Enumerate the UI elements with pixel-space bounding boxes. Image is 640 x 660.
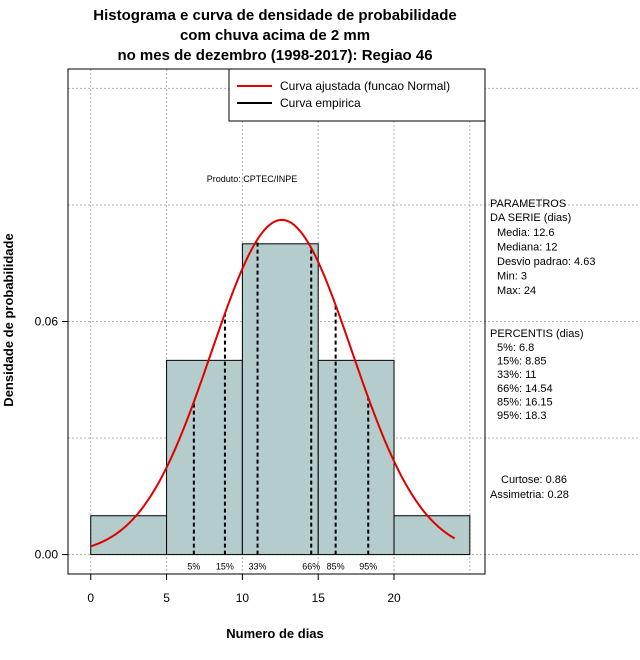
histogram-bars bbox=[90, 243, 471, 556]
percentile-label: 15% bbox=[216, 562, 234, 572]
y-axis-title: Densidade de probabilidade bbox=[1, 233, 16, 406]
percentile-label: 66% bbox=[302, 562, 320, 572]
histogram-bar bbox=[166, 359, 243, 556]
legend-box bbox=[228, 68, 486, 122]
side-panel: PARAMETROS DA SERIE (dias) Media: 12.6 Medi… bbox=[490, 198, 595, 501]
param-value: Desvio padrao: 4.63 bbox=[497, 256, 595, 268]
percentile-label: 85% bbox=[327, 562, 345, 572]
percentile-value: 85%: 16.15 bbox=[497, 396, 553, 408]
percentile-label: 33% bbox=[249, 562, 267, 572]
param-value: Mediana: 12 bbox=[497, 242, 558, 254]
assimetria-value: Assimetria: 0.28 bbox=[490, 489, 569, 501]
density-curve bbox=[90, 218, 456, 548]
chart-title-line-1: Histograma e curva de densidade de proba… bbox=[93, 7, 456, 24]
y-tick-label: 0.06 bbox=[35, 315, 59, 329]
y-tick-label: 0.00 bbox=[35, 548, 59, 562]
percentile-value: 15%: 8.85 bbox=[497, 356, 547, 368]
x-tick-label: 20 bbox=[387, 591, 401, 605]
legend: Curva ajustada (funcao Normal) Curva empi… bbox=[228, 68, 486, 122]
legend-label: Curva empirica bbox=[280, 96, 361, 110]
chart-title-line-3: no mes de dezembro (1998-2017): Regiao 4… bbox=[117, 47, 432, 64]
chart-title-line-2: com chuva acima de 2 mm bbox=[180, 27, 370, 44]
percentile-value: 33%: 11 bbox=[497, 369, 537, 381]
percentis-title: PERCENTIS (dias) bbox=[490, 328, 584, 340]
percentile-label: 5% bbox=[187, 562, 200, 572]
param-value: Min: 3 bbox=[497, 271, 527, 283]
chart-title: Histograma e curva de densidade de proba… bbox=[93, 7, 456, 64]
histogram-bar bbox=[241, 243, 319, 556]
param-value: Max: 24 bbox=[497, 285, 536, 297]
x-axis-title: Numero de dias bbox=[226, 626, 324, 641]
x-tick-label: 10 bbox=[236, 591, 250, 605]
x-tick-label: 15 bbox=[312, 591, 326, 605]
param-value: Media: 12.6 bbox=[497, 227, 554, 239]
histogram-bar bbox=[317, 359, 395, 556]
percentile-value: 95%: 18.3 bbox=[497, 410, 547, 422]
histogram-bar bbox=[393, 515, 471, 556]
percentile-value: 66%: 14.54 bbox=[497, 383, 553, 395]
histogram-bar bbox=[90, 515, 168, 556]
percentile-lines: 5% 15% 33% 66% 85% 95% bbox=[187, 239, 377, 572]
params-title: PARAMETROS bbox=[490, 198, 566, 210]
legend-label: Curva ajustada (funcao Normal) bbox=[280, 79, 450, 93]
fitted-normal-curve bbox=[90, 218, 456, 548]
params-title: DA SERIE (dias) bbox=[490, 212, 571, 224]
percentile-value: 5%: 6.8 bbox=[497, 342, 534, 354]
curtose-value: Curtose: 0.86 bbox=[501, 474, 567, 486]
x-tick-label: 5 bbox=[163, 591, 170, 605]
product-annotation: Produto: CPTEC/INPE bbox=[207, 174, 298, 184]
percentile-label: 95% bbox=[359, 562, 377, 572]
x-tick-label: 0 bbox=[87, 591, 94, 605]
